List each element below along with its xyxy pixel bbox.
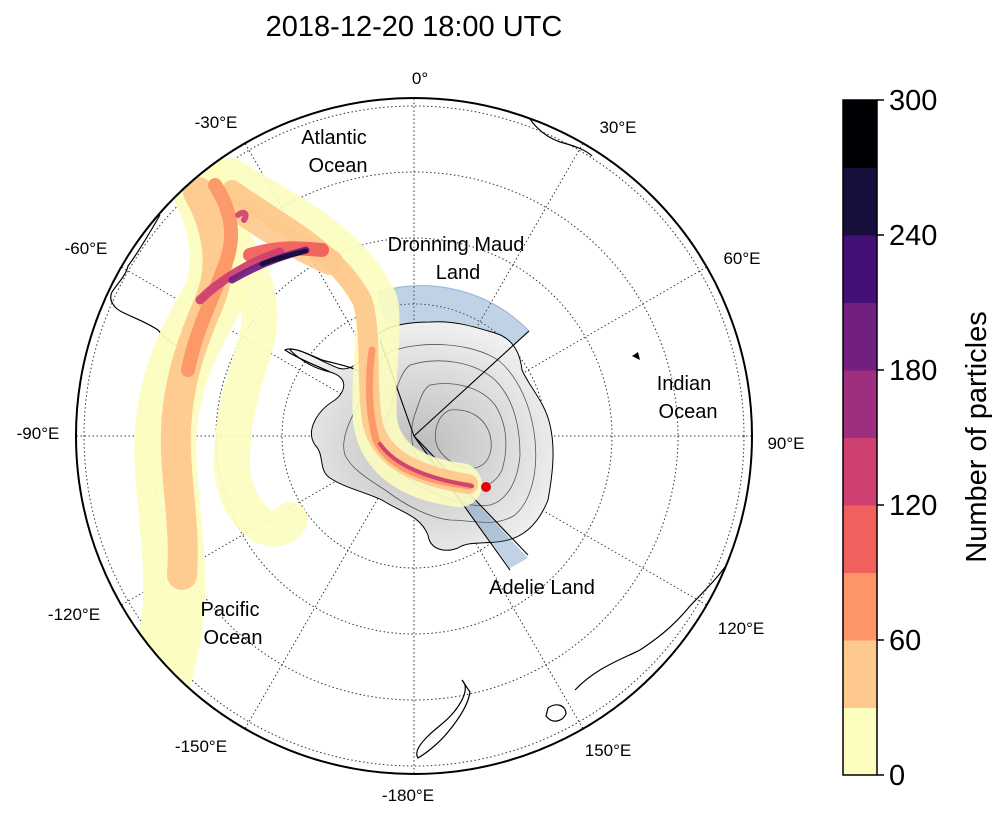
lon-label-m150: -150°E bbox=[175, 737, 227, 756]
antarctic-peninsula bbox=[283, 348, 361, 373]
lon-label-m90: -90°E bbox=[17, 424, 60, 443]
latitude-circle bbox=[215, 237, 613, 635]
lon-label-150e: 150°E bbox=[585, 741, 632, 760]
colorbar-segment bbox=[843, 370, 877, 438]
colorbar-tick-label: 120 bbox=[889, 490, 937, 522]
australia-coastline bbox=[574, 559, 731, 691]
label-pacific-line2: Ocean bbox=[204, 627, 263, 649]
colorbar-tick-label: 300 bbox=[889, 85, 937, 117]
map-boundary bbox=[75, 97, 753, 775]
colorbar-ticks: 0 60 120 180 240 300 bbox=[877, 85, 937, 792]
region-labels: Atlantic Ocean Dronning Maud Land Indian… bbox=[201, 127, 718, 649]
label-indian-line1: Indian bbox=[657, 373, 712, 395]
colorbar-segments bbox=[843, 100, 877, 776]
colorbar-frame bbox=[842, 99, 878, 776]
colorbar-segment bbox=[843, 505, 877, 573]
lon-label-0: 0° bbox=[412, 69, 428, 88]
colorbar-segment bbox=[843, 100, 877, 168]
lon-label-180: -180°E bbox=[382, 786, 434, 805]
map-area bbox=[76, 98, 752, 774]
figure-title: 2018-12-20 18:00 UTC bbox=[266, 11, 563, 43]
lon-label-30e: 30°E bbox=[599, 118, 636, 137]
lon-label-90e: 90°E bbox=[767, 434, 804, 453]
colorbar-label: Number of particles bbox=[961, 311, 993, 562]
kerguelen-island bbox=[632, 352, 640, 360]
colorbar-segment bbox=[843, 640, 877, 708]
lon-label-m30: -30°E bbox=[195, 113, 238, 132]
colorbar-segment bbox=[843, 167, 877, 236]
lon-label-120e: 120°E bbox=[718, 619, 765, 638]
tasmania-coastline bbox=[545, 704, 567, 722]
colorbar-segment bbox=[843, 437, 877, 506]
colorbar-segment bbox=[843, 707, 877, 776]
colorbar-segment bbox=[843, 572, 877, 641]
lon-label-m60: -60°E bbox=[65, 239, 108, 258]
label-indian-line2: Ocean bbox=[659, 401, 718, 423]
label-dronning-line2: Land bbox=[436, 262, 481, 284]
colorbar: 0 60 120 180 240 300 Number of particles bbox=[842, 85, 993, 792]
lon-label-60e: 60°E bbox=[723, 249, 760, 268]
colorbar-segment bbox=[843, 235, 877, 303]
lon-label-m120: -120°E bbox=[48, 605, 100, 624]
source-marker bbox=[481, 482, 491, 492]
colorbar-tick-label: 60 bbox=[889, 625, 921, 657]
new-zealand-coastline bbox=[416, 679, 471, 759]
label-dronning-line1: Dronning Maud bbox=[388, 234, 525, 256]
colorbar-tick-label: 180 bbox=[889, 355, 937, 387]
label-pacific-line1: Pacific bbox=[201, 599, 260, 621]
particle-plume bbox=[121, 145, 482, 743]
longitude-labels: 0° 30°E 60°E 90°E 120°E 150°E -180°E -15… bbox=[17, 69, 805, 805]
colorbar-tick-label: 240 bbox=[889, 220, 937, 252]
label-atlantic-line1: Atlantic bbox=[301, 127, 367, 149]
latitude-circle bbox=[83, 105, 745, 767]
label-atlantic-line2: Ocean bbox=[309, 155, 368, 177]
label-adelie-land: Adelie Land bbox=[489, 577, 595, 599]
colorbar-tick-label: 0 bbox=[889, 760, 905, 792]
colorbar-segment bbox=[843, 302, 877, 371]
